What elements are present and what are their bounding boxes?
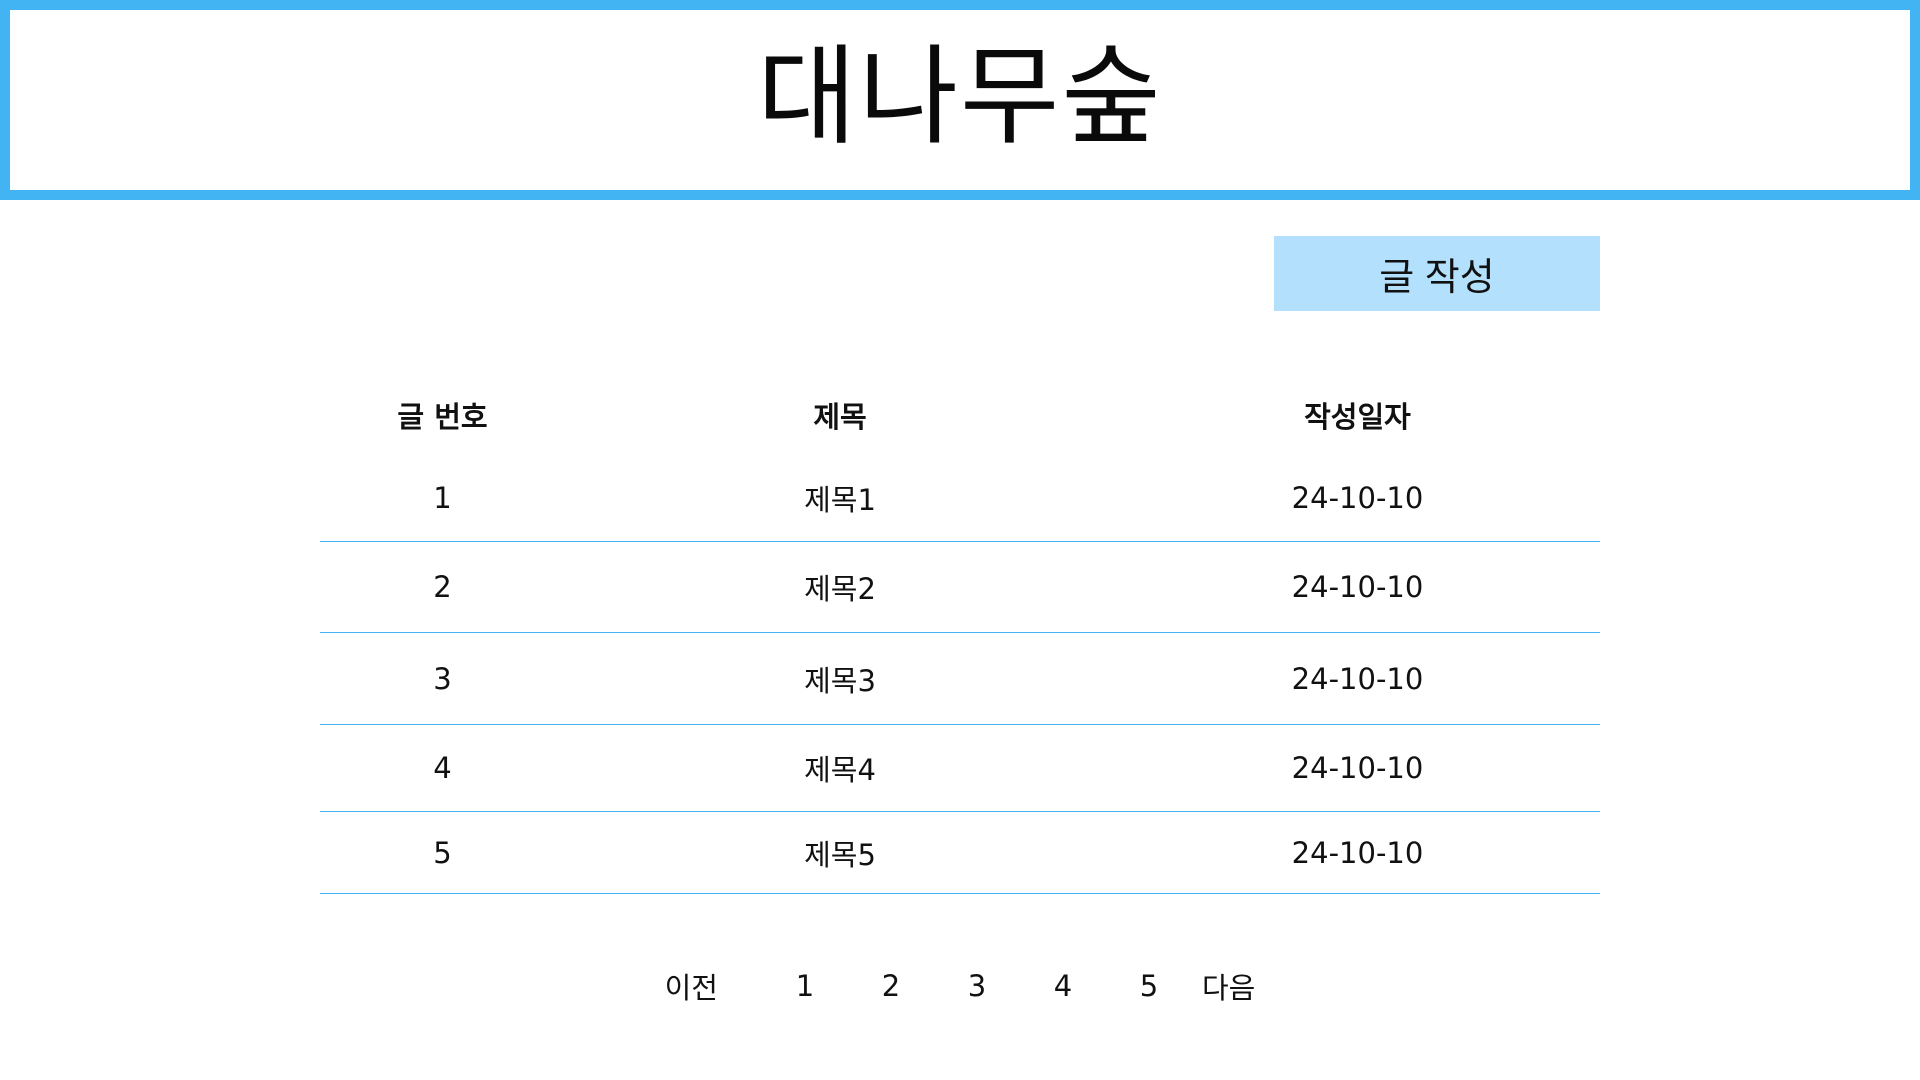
next-page-link[interactable]: 다음 [1202,971,1256,1005]
post-date: 24-10-10 [1291,835,1424,870]
pagination: 이전 1 2 3 4 5 다음 [0,960,1920,1012]
post-table: 글 번호 제목 작성일자 1 제목1 24-10-10 2 제목2 24-10-… [320,376,1600,894]
site-title: 대나무숲 [757,35,1163,160]
post-date: 24-10-10 [1291,751,1424,785]
column-header-title: 제목 [813,400,867,434]
post-title-link[interactable]: 제목4 [804,753,876,787]
post-date: 24-10-10 [1291,480,1424,515]
table-row[interactable]: 4 제목4 24-10-10 [320,725,1600,812]
prev-page-link[interactable]: 이전 [664,971,718,1005]
column-header-date: 작성일자 [1304,400,1411,434]
post-title-link[interactable]: 제목1 [804,482,876,517]
column-header-number: 글 번호 [397,400,488,434]
post-date: 24-10-10 [1291,570,1424,604]
post-number: 4 [433,751,452,785]
page-link-3[interactable]: 3 [967,969,987,1003]
post-title-link[interactable]: 제목2 [804,572,876,606]
post-number: 5 [433,835,452,870]
table-header: 글 번호 제목 작성일자 [320,376,1600,454]
write-post-button[interactable]: 글 작성 [1274,236,1600,311]
table-row[interactable]: 5 제목5 24-10-10 [320,812,1600,894]
post-number: 3 [433,661,452,696]
post-title-link[interactable]: 제목5 [804,837,876,872]
post-title-link[interactable]: 제목3 [804,663,876,698]
post-number: 1 [433,480,452,515]
page-link-1[interactable]: 1 [795,969,815,1003]
table-row[interactable]: 3 제목3 24-10-10 [320,633,1600,725]
page-link-2[interactable]: 2 [881,969,901,1003]
page-link-4[interactable]: 4 [1053,969,1073,1003]
table-body: 1 제목1 24-10-10 2 제목2 24-10-10 3 제목3 24-1… [320,454,1600,894]
post-date: 24-10-10 [1291,661,1424,696]
table-row[interactable]: 2 제목2 24-10-10 [320,542,1600,633]
post-number: 2 [433,570,452,604]
table-row[interactable]: 1 제목1 24-10-10 [320,454,1600,542]
page-link-5[interactable]: 5 [1139,969,1159,1003]
site-header: 대나무숲 [0,0,1920,200]
